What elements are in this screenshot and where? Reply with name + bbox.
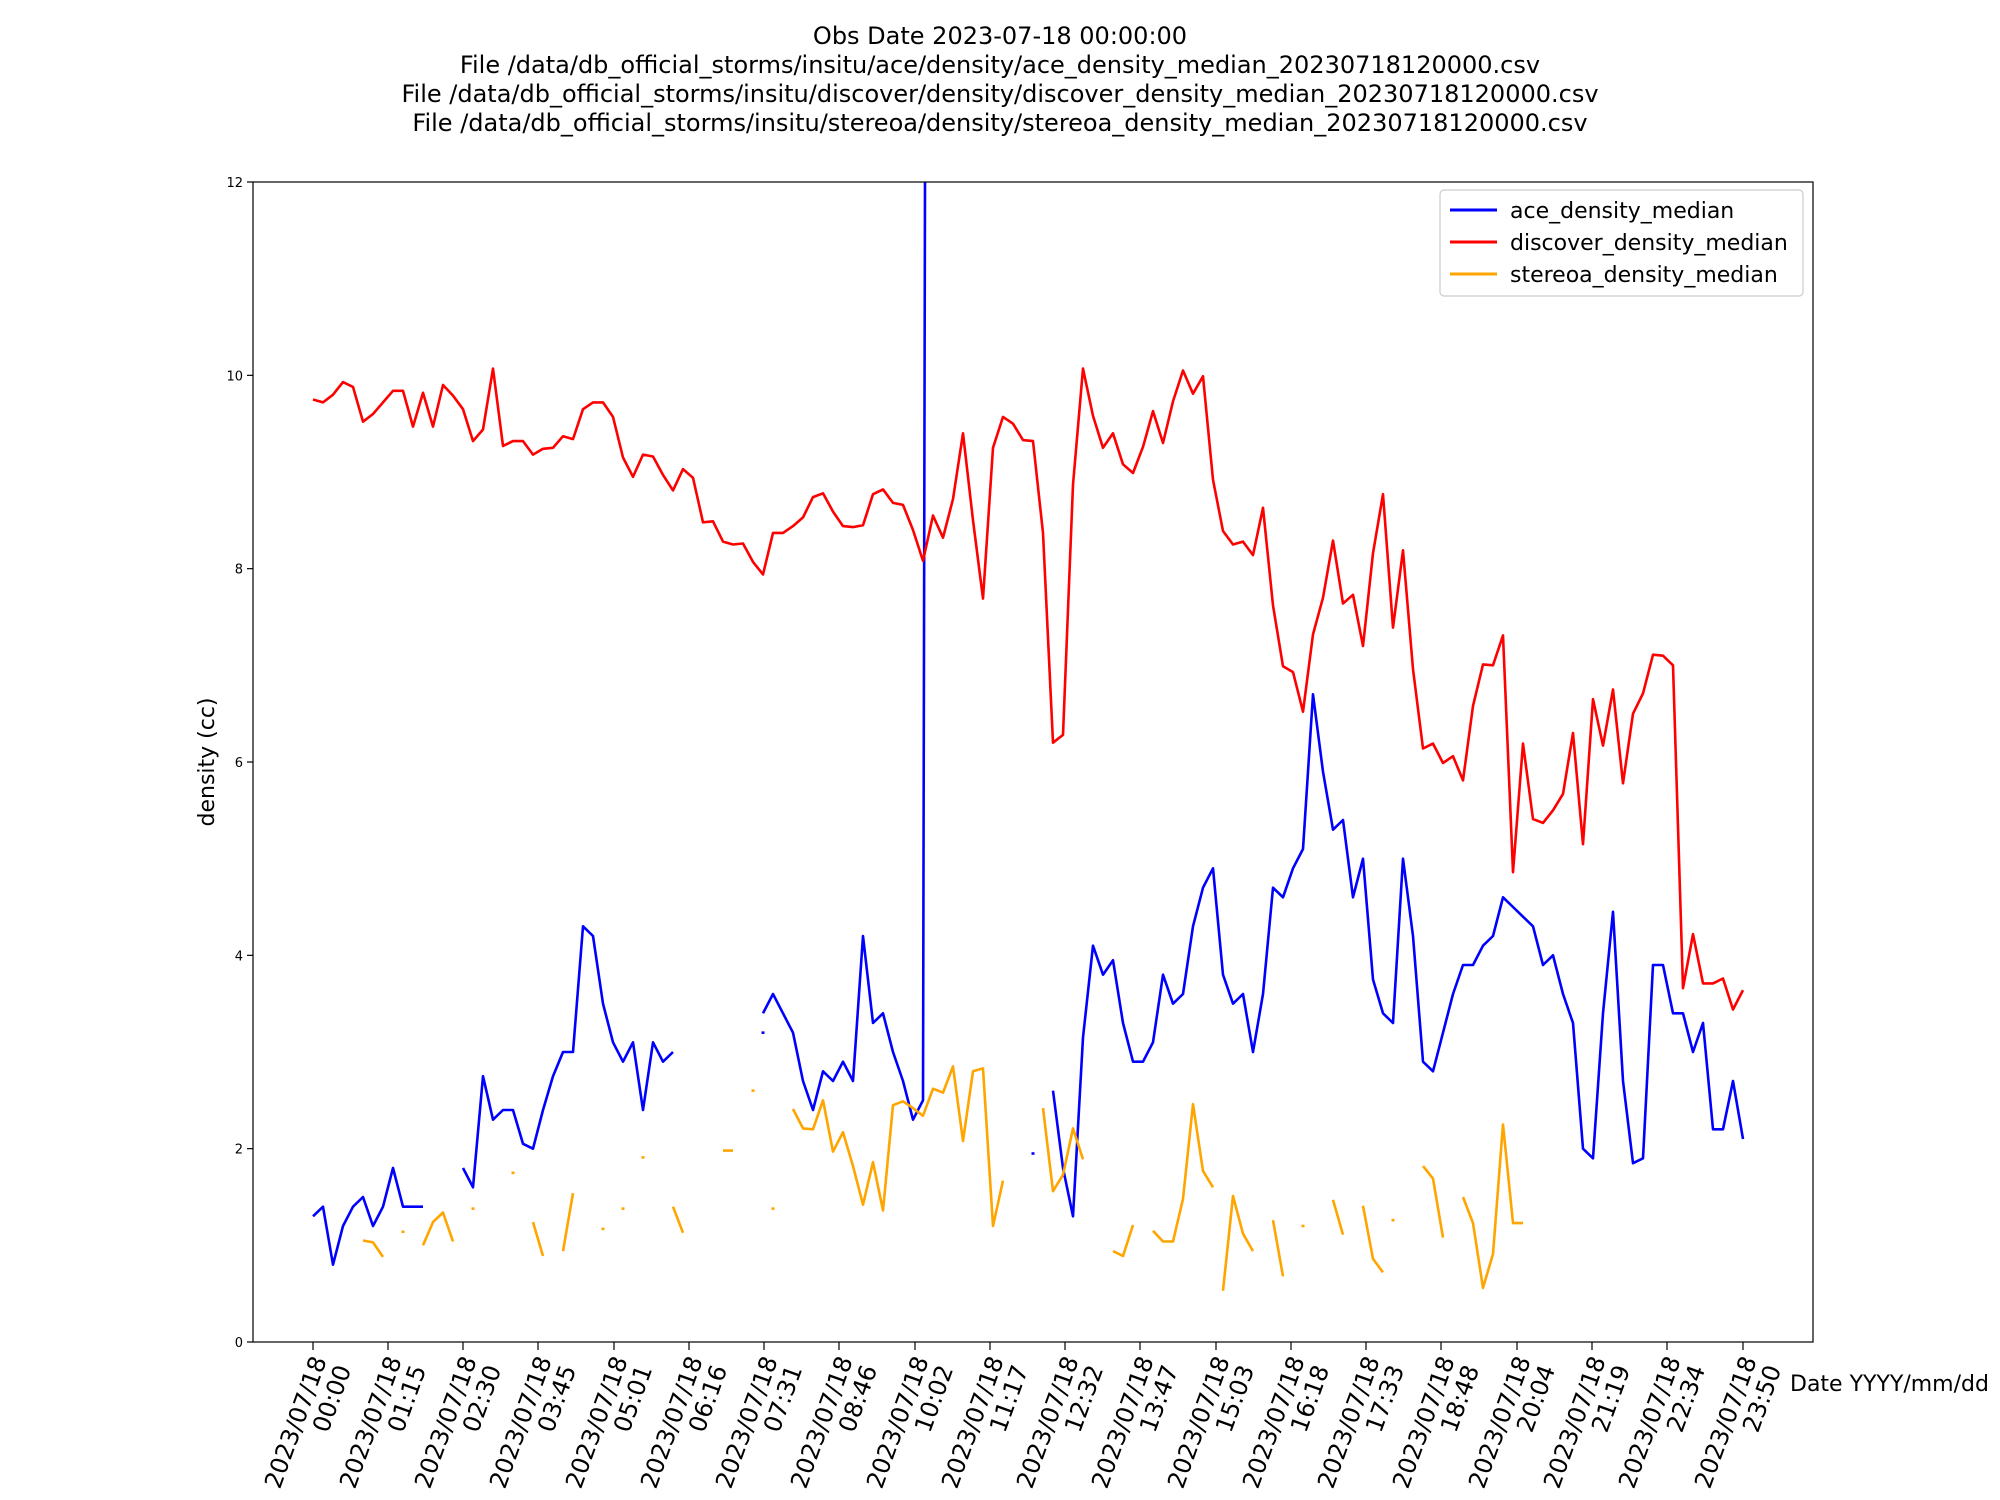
chart-subtitle-discover-file: File /data/db_official_storms/insitu/dis… bbox=[401, 80, 1599, 108]
legend-label-discover: discover_density_median bbox=[1510, 231, 1788, 256]
chart-title-block: Obs Date 2023-07-18 00:00:00 File /data/… bbox=[0, 22, 2000, 138]
y-tick-label: 8 bbox=[235, 563, 243, 578]
chart-subtitle-stereoa-file: File /data/db_official_storms/insitu/ste… bbox=[412, 109, 1588, 137]
series-line-stereoa bbox=[362, 1065, 1523, 1291]
chart-title: Obs Date 2023-07-18 00:00:00 bbox=[812, 22, 1188, 50]
legend-label-ace: ace_density_median bbox=[1510, 199, 1734, 224]
x-axis-label: Date YYYY/mm/dd bbox=[1790, 1372, 1989, 1397]
y-tick-label: 2 bbox=[235, 1143, 243, 1158]
x-axis: 2023/07/1800:002023/07/1801:152023/07/18… bbox=[259, 1342, 1787, 1492]
y-axis: 0 2 4 6 8 10 12 bbox=[226, 176, 253, 1351]
series-line-discover bbox=[312, 367, 1745, 1011]
chart-subtitle-ace-file: File /data/db_official_storms/insitu/ace… bbox=[459, 51, 1541, 79]
y-tick-label: 6 bbox=[235, 756, 243, 771]
y-tick-label: 4 bbox=[235, 949, 243, 964]
plot-frame bbox=[252, 181, 1814, 1343]
y-tick-label: 0 bbox=[235, 1336, 243, 1351]
y-axis-label: density (cc) bbox=[195, 697, 220, 826]
y-tick-label: 10 bbox=[226, 369, 243, 384]
series-layer bbox=[312, 182, 1745, 1291]
series-line-ace bbox=[312, 182, 1745, 1266]
legend: ace_density_median discover_density_medi… bbox=[1439, 189, 1804, 297]
legend-label-stereoa: stereoa_density_median bbox=[1510, 263, 1778, 288]
legend-box bbox=[1439, 189, 1804, 297]
y-tick-label: 12 bbox=[226, 176, 243, 191]
